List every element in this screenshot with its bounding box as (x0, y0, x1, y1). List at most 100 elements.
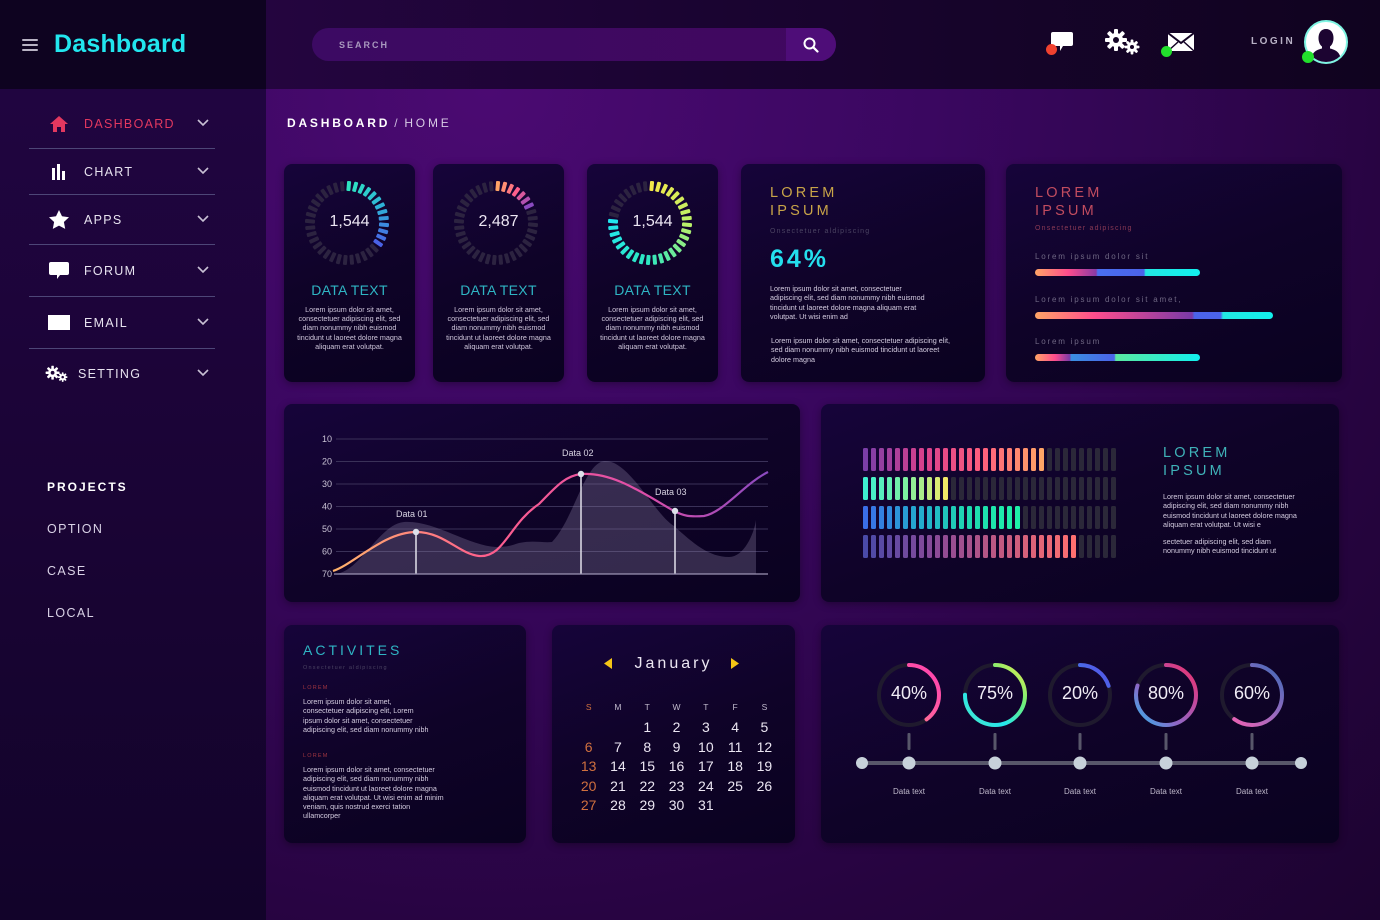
sidebar-item-label: CHART (84, 164, 134, 179)
calendar-day[interactable]: 12 (756, 738, 773, 755)
calendar-day[interactable]: 4 (731, 719, 740, 735)
segment (1063, 448, 1068, 471)
timeline-label: Data text (978, 787, 1011, 796)
segment (1047, 506, 1052, 529)
segment (959, 448, 964, 471)
search-button[interactable] (786, 28, 836, 61)
calendar-day[interactable]: 5 (760, 719, 769, 735)
calendar-day[interactable]: 30 (668, 797, 685, 813)
activity-tag: LOREM (303, 753, 329, 759)
progress-bar (1035, 354, 1200, 361)
segment (919, 448, 924, 471)
segment (1039, 448, 1044, 471)
svg-text:70: 70 (322, 569, 332, 579)
project-local[interactable]: LOCAL (47, 606, 95, 620)
calendar-day[interactable]: 26 (756, 777, 773, 794)
segment (1023, 506, 1028, 529)
calendar-day[interactable]: 31 (698, 797, 714, 813)
segment (951, 535, 956, 558)
calendar-day[interactable]: 8 (643, 738, 652, 755)
ring-percent: 80% (1147, 683, 1185, 703)
next-month-arrow-icon[interactable] (730, 658, 739, 669)
calendar-day[interactable]: 29 (639, 797, 656, 813)
calendar-day[interactable]: 2 (672, 719, 681, 735)
message-dot (1161, 46, 1172, 57)
segment (975, 506, 980, 529)
settings-button[interactable] (1104, 28, 1142, 60)
notifications-button[interactable] (1046, 31, 1074, 57)
calendar-day[interactable]: 10 (698, 738, 714, 755)
segment (1087, 535, 1092, 558)
segment (991, 448, 996, 471)
segment (1055, 448, 1060, 471)
stat-title: DATA TEXT (311, 282, 388, 298)
segment (863, 506, 868, 529)
chevron-down-icon (197, 166, 209, 174)
timeline-label: Data text (892, 787, 925, 796)
sidebar-item-label: EMAIL (84, 315, 129, 330)
calendar-day[interactable]: 22 (639, 777, 656, 794)
breadcrumb-root[interactable]: DASHBOARD (287, 116, 391, 130)
segmented-bars-card: LOREM IPSUM Lorem ipsum dolor sit amet, … (821, 404, 1339, 602)
segment (1111, 535, 1116, 558)
calendar-day[interactable]: 16 (668, 758, 685, 774)
segment (975, 535, 980, 558)
calendar-day[interactable]: 27 (580, 797, 597, 813)
calendar-day[interactable]: 15 (639, 758, 656, 774)
search-input[interactable] (312, 39, 786, 50)
sidebar-item-apps[interactable]: APPS (29, 195, 215, 245)
calendar-empty (574, 719, 603, 736)
segment (975, 448, 980, 471)
segment (991, 535, 996, 558)
calendar-day[interactable]: 3 (701, 719, 710, 735)
calendar-day[interactable]: 23 (668, 777, 685, 794)
segment (1063, 535, 1068, 558)
calendar-day[interactable]: 20 (580, 777, 597, 794)
segment (999, 535, 1004, 558)
card-subtitle: Onsectetuer adipiscing (1035, 225, 1133, 232)
activities-subtitle: Onsectetuer aldipiscing (303, 665, 388, 671)
calendar-day[interactable]: 9 (672, 738, 681, 755)
calendar-day[interactable]: 13 (580, 758, 597, 774)
calendar-day[interactable]: 25 (727, 777, 743, 794)
calendar-day[interactable]: 18 (727, 758, 743, 774)
calendar-day[interactable]: 28 (610, 797, 626, 813)
sidebar-item-email[interactable]: EMAIL (29, 297, 215, 349)
segmented-ring-chart (607, 180, 693, 266)
calendar-day[interactable]: 1 (643, 719, 652, 735)
prev-month-arrow-icon[interactable] (604, 658, 613, 669)
sidebar-item-chart[interactable]: CHART (29, 149, 215, 195)
segment (1103, 448, 1108, 471)
segment (1055, 506, 1060, 529)
calendar-day[interactable]: 14 (610, 758, 626, 774)
segment (863, 535, 868, 558)
calendar-day[interactable]: 17 (698, 758, 714, 774)
calendar-day[interactable]: 19 (756, 758, 773, 774)
segment (895, 506, 900, 529)
segment (911, 477, 916, 500)
sidebar-item-dashboard[interactable]: DASHBOARD (29, 99, 215, 149)
breadcrumb-current: HOME (404, 116, 452, 130)
calendar-day[interactable]: 24 (698, 777, 714, 794)
messages-button[interactable] (1161, 32, 1195, 57)
stat-title: DATA TEXT (460, 282, 537, 298)
data-point-01 (412, 528, 420, 574)
calendar-day[interactable]: 11 (727, 738, 743, 755)
project-option[interactable]: OPTION (47, 522, 104, 536)
sidebar-item-setting[interactable]: SETTING (29, 349, 215, 399)
data-point-02 (577, 470, 585, 574)
annotation-label: Data 02 (562, 448, 594, 458)
sidebar-item-forum[interactable]: FORUM (29, 245, 215, 297)
line-chart-card: 10 20 30 40 50 60 70 Data 01 Data 02 Data 03 (284, 404, 800, 602)
weekday-header: M (614, 702, 622, 712)
login-link[interactable]: LOGIN (1251, 36, 1296, 47)
project-case[interactable]: CASE (47, 564, 87, 578)
segment (863, 477, 868, 500)
calendar-day[interactable]: 7 (614, 738, 622, 755)
menu-icon[interactable] (22, 38, 38, 51)
stat-description: Lorem ipsum dolor sit amet, consectetuer… (600, 305, 705, 351)
stat-card: 2,487 DATA TEXT Lorem ipsum dolor sit am… (433, 164, 564, 382)
segment (1071, 477, 1076, 500)
calendar-day[interactable]: 21 (610, 777, 626, 794)
calendar-day[interactable]: 6 (584, 738, 593, 755)
